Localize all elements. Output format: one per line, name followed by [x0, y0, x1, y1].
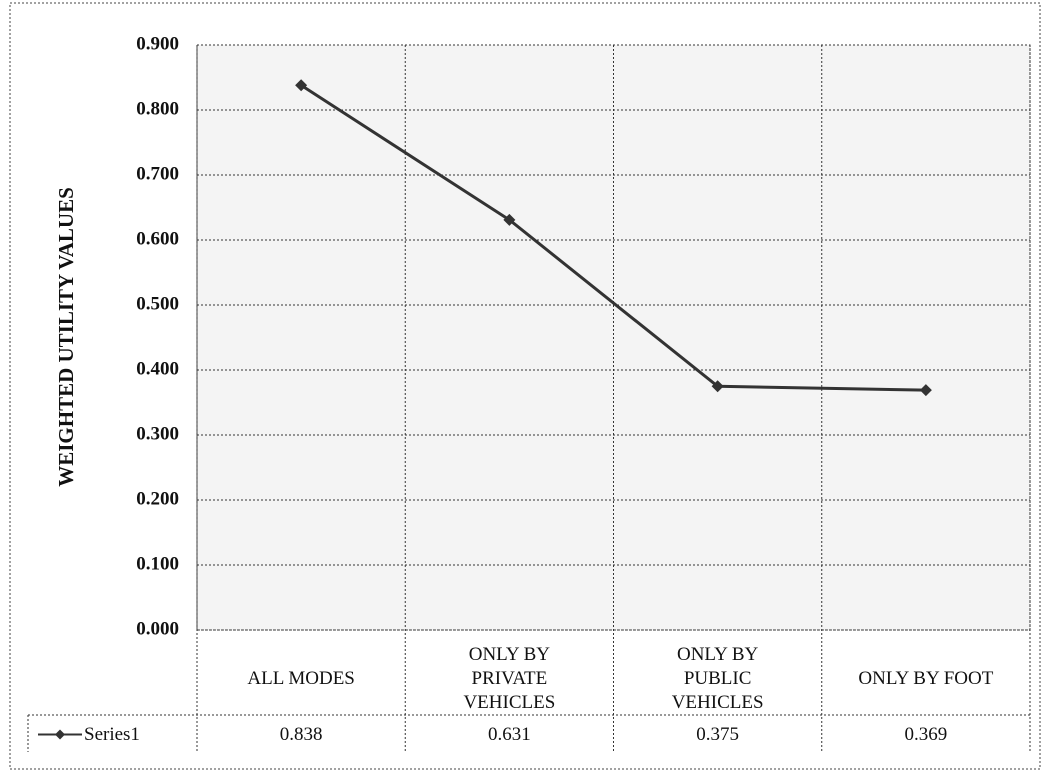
table-value: 0.369	[905, 724, 948, 745]
y-tick-label: 0.900	[136, 33, 179, 54]
table-value: 0.838	[280, 724, 323, 745]
y-tick-label: 0.600	[136, 228, 179, 249]
table-value: 0.375	[696, 724, 739, 745]
point-marker	[919, 384, 932, 397]
legend-marker	[55, 729, 65, 740]
x-tick-label: ONLY BY FOOT	[858, 667, 994, 689]
x-tick-label: ALL MODES	[247, 667, 355, 689]
y-tick-label: 0.300	[136, 423, 179, 444]
table-value: 0.631	[488, 724, 531, 745]
y-tick-label: 0.100	[136, 553, 179, 574]
point-marker	[295, 79, 308, 92]
series-line	[300, 84, 926, 392]
legend-label: Series1	[84, 724, 140, 745]
y-tick-label: 0.500	[136, 293, 179, 314]
y-tick-label: 0.400	[136, 358, 179, 379]
x-tick-label: ONLY BY PRIVATE VEHICLES	[463, 643, 556, 713]
point-marker	[711, 380, 724, 393]
x-tick-label: ONLY BY PUBLIC VEHICLES	[671, 643, 764, 713]
point-marker	[503, 213, 516, 226]
y-tick-label: 0.700	[136, 163, 179, 184]
y-tick-label: 0.000	[136, 618, 179, 639]
y-tick-label: 0.200	[136, 488, 179, 509]
y-tick-label: 0.800	[136, 98, 179, 119]
chart-border	[9, 2, 1041, 770]
y-axis-title: WEIGHTED UTILITY VALUES	[54, 187, 78, 487]
